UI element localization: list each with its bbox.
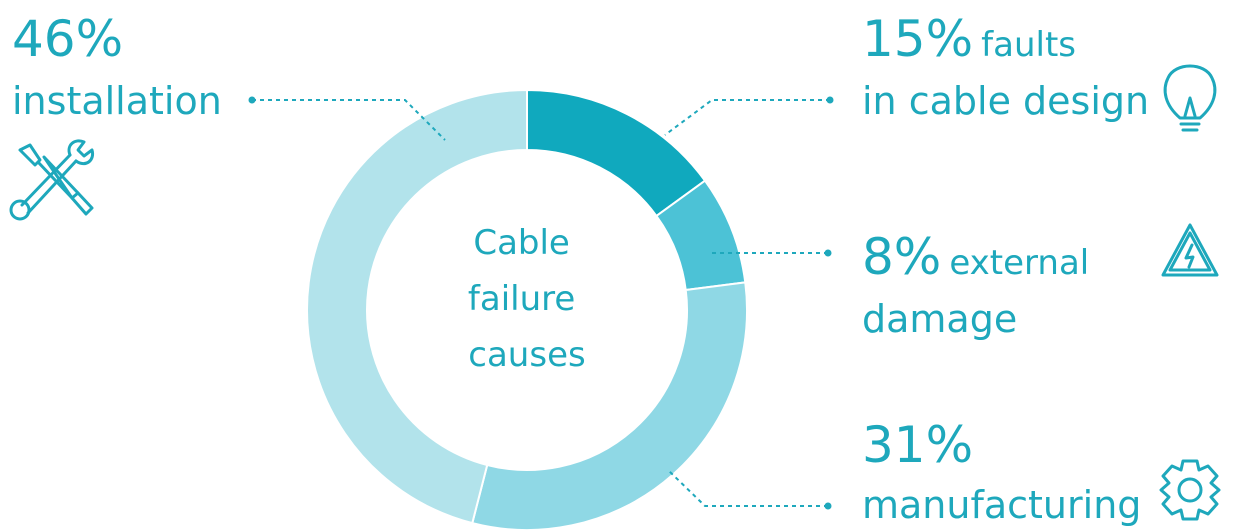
leader-line	[252, 99, 446, 141]
category-label: installation	[12, 79, 222, 123]
donut-segment	[306, 88, 528, 525]
category-label: manufacturing	[862, 483, 1141, 527]
leader-line	[667, 469, 828, 507]
category-label: external damage	[862, 243, 1100, 341]
icon-tools	[9, 139, 95, 221]
icon-gear	[1159, 459, 1221, 521]
leader-dot	[248, 96, 256, 104]
leader-dot	[826, 96, 834, 104]
donut-segment	[526, 88, 707, 218]
donut-segment	[471, 281, 748, 531]
icon-lightbulb	[1163, 64, 1217, 132]
value-label: 8%	[862, 228, 941, 286]
leader-line	[664, 99, 830, 136]
center-title: Cable failure causes	[468, 223, 586, 375]
value-label: 15%	[862, 10, 973, 68]
icon-warning	[1161, 223, 1219, 277]
value-label: 46%	[12, 10, 123, 68]
category-label: faults in cable design	[862, 25, 1149, 123]
value-label: 31%	[862, 416, 973, 474]
leader-dot	[824, 249, 832, 257]
leader-dot	[824, 502, 832, 510]
